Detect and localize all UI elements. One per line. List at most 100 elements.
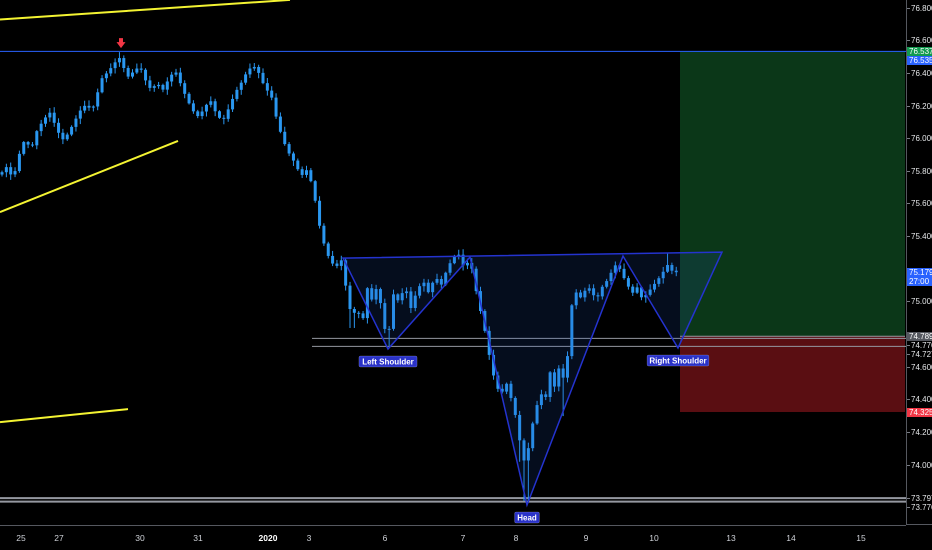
candle-body	[170, 74, 174, 82]
candle-body	[144, 69, 148, 81]
stop-zone[interactable]	[680, 336, 905, 412]
price-tick-74.200: 74.200	[907, 428, 932, 437]
time-label-6: 6	[382, 533, 388, 543]
time-label-25: 25	[16, 533, 26, 543]
pattern-label-head[interactable]: Head	[514, 511, 540, 524]
trendline-3[interactable]	[0, 408, 129, 424]
price-tick-75.600: 75.600	[907, 199, 932, 208]
candle-body	[422, 282, 426, 287]
candle-body	[131, 72, 134, 77]
candle-body	[157, 84, 161, 87]
candle-body	[218, 111, 221, 118]
candle-body	[374, 289, 378, 300]
candle-body	[174, 72, 178, 75]
candle-body	[30, 144, 34, 146]
candle-body	[644, 294, 648, 298]
candle-body	[626, 278, 630, 287]
candle-body	[74, 118, 78, 127]
time-label-13: 13	[726, 533, 736, 543]
price-label-line: 76.535	[907, 55, 932, 65]
pattern-label-box	[646, 354, 710, 367]
candle-body	[452, 256, 456, 264]
arrow-down-marker[interactable]	[116, 38, 126, 49]
price-tick-76.000: 76.000	[907, 134, 932, 143]
pattern-label-text: Right Shoulder	[649, 357, 706, 366]
candle-body	[474, 268, 478, 292]
candle-body	[187, 93, 191, 104]
pattern-fill	[343, 252, 722, 505]
pattern-label-left-shoulder[interactable]: Left Shoulder	[358, 355, 418, 368]
price-tick-76.400: 76.400	[907, 69, 932, 78]
candle-body	[613, 265, 617, 273]
candle-body	[274, 97, 278, 117]
candle-body	[52, 112, 56, 123]
price-tick-76.200: 76.200	[907, 102, 932, 111]
candle-body	[196, 111, 200, 117]
candle-body	[161, 84, 165, 90]
price-label-target: 76.537	[907, 46, 932, 56]
candle-body	[4, 167, 8, 173]
tick-dash	[907, 105, 910, 107]
candle-body	[496, 375, 500, 389]
profit-zone[interactable]	[680, 51, 905, 337]
candle-body	[400, 293, 404, 301]
price-label-stop: 74.325	[907, 407, 932, 417]
candle-body	[287, 144, 291, 154]
candle-body	[609, 272, 613, 282]
candle-body	[657, 278, 661, 284]
candle-body	[209, 101, 213, 105]
trendline-2[interactable]	[0, 139, 179, 214]
candle-body	[331, 255, 335, 264]
chart-canvas[interactable]: Left Shoulder Head Right Shoulder	[0, 0, 906, 525]
candle-body	[278, 116, 282, 132]
time-axis[interactable]: 25 27 30 31 2020 3 6 7 8 9 10 13 14 15	[0, 525, 906, 550]
candle-body	[448, 263, 452, 273]
candle-body	[39, 123, 43, 132]
candle-body	[35, 131, 39, 146]
price-tick-75.800: 75.800	[907, 167, 932, 176]
candle-body	[117, 58, 121, 63]
candle-body	[183, 83, 187, 94]
candle-body	[426, 282, 430, 293]
candle-body	[326, 243, 330, 256]
candle-body	[96, 92, 100, 107]
time-label-31: 31	[193, 533, 203, 543]
candle-body	[574, 292, 578, 306]
pattern-label-text: Head	[517, 514, 537, 523]
candle-body	[61, 132, 65, 140]
candle-body	[392, 294, 395, 329]
pattern-label-right-shoulder[interactable]: Right Shoulder	[646, 354, 710, 367]
candle-body	[405, 291, 409, 294]
price-tick-75.400: 75.400	[907, 232, 932, 241]
pattern-outline[interactable]	[341, 251, 724, 508]
candle-body	[648, 289, 652, 295]
price-tick-73.776: 73.776	[907, 503, 932, 512]
candle-body	[557, 368, 561, 387]
candle-body	[252, 66, 256, 69]
candle-body	[344, 260, 348, 286]
candle-body	[291, 153, 295, 161]
head-and-shoulders-pattern[interactable]	[341, 251, 724, 508]
long-position-tool[interactable]	[680, 51, 905, 412]
axis-corner	[906, 524, 932, 550]
candle-body	[9, 167, 13, 175]
candle-body	[618, 265, 622, 269]
tick-dash	[907, 40, 910, 42]
candle-body	[435, 278, 439, 283]
candle-body	[378, 289, 382, 304]
price-label-countdown: 27:00	[907, 277, 932, 287]
candle-body	[561, 368, 565, 378]
candle-body	[439, 278, 443, 285]
trendline-1[interactable]	[0, 0, 291, 21]
candle-body	[44, 117, 47, 124]
candle-body	[396, 294, 400, 301]
candle-body	[500, 388, 504, 392]
candle-body	[531, 423, 535, 449]
candle-body	[0, 172, 4, 175]
candle-body	[204, 104, 208, 112]
candle-body	[413, 295, 417, 308]
candle-body	[383, 303, 387, 329]
tick-dash	[907, 138, 910, 140]
